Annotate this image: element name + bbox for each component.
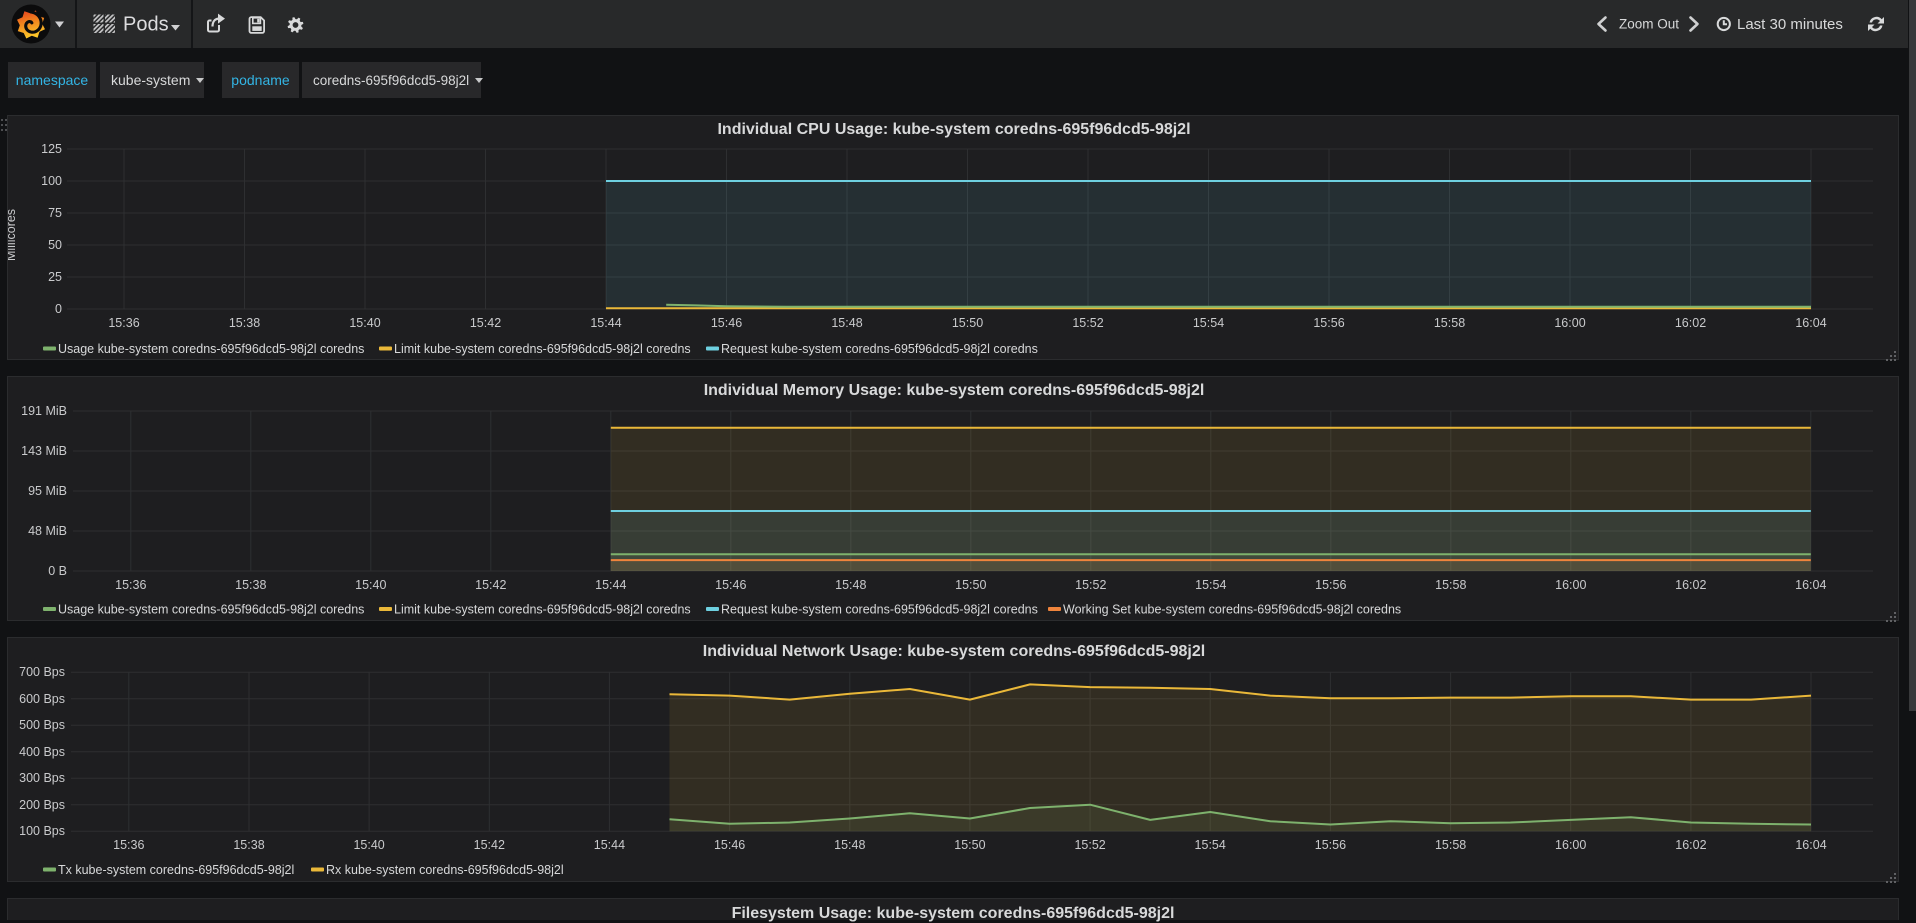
svg-text:143 MiB: 143 MiB <box>21 444 67 458</box>
svg-text:15:56: 15:56 <box>1315 838 1346 852</box>
svg-text:16:04: 16:04 <box>1795 578 1826 592</box>
svg-text:15:38: 15:38 <box>233 838 264 852</box>
svg-text:15:50: 15:50 <box>954 838 985 852</box>
svg-text:0 B: 0 B <box>48 564 67 578</box>
svg-text:15:56: 15:56 <box>1315 578 1346 592</box>
svg-text:Individual Memory Usage: kube-: Individual Memory Usage: kube-system cor… <box>704 382 1205 399</box>
svg-text:Tx kube-system coredns-695f96d: Tx kube-system coredns-695f96dcd5-98j2l <box>58 863 294 877</box>
svg-text:16:02: 16:02 <box>1675 316 1706 330</box>
svg-text:Working Set kube-system coredn: Working Set kube-system coredns-695f96dc… <box>1063 603 1401 617</box>
svg-text:15:44: 15:44 <box>595 578 626 592</box>
svg-text:15:38: 15:38 <box>229 316 260 330</box>
svg-text:15:38: 15:38 <box>235 578 266 592</box>
svg-text:16:00: 16:00 <box>1555 838 1586 852</box>
svg-text:600 Bps: 600 Bps <box>19 692 65 706</box>
svg-text:Limit kube-system coredns-695f: Limit kube-system coredns-695f96dcd5-98j… <box>394 342 691 356</box>
svg-text:15:58: 15:58 <box>1435 838 1466 852</box>
svg-text:15:40: 15:40 <box>355 578 386 592</box>
svg-text:Request kube-system coredns-69: Request kube-system coredns-695f96dcd5-9… <box>721 342 1038 356</box>
svg-text:100 Bps: 100 Bps <box>19 824 65 838</box>
svg-text:95 MiB: 95 MiB <box>28 484 67 498</box>
svg-text:15:50: 15:50 <box>952 316 983 330</box>
svg-text:15:46: 15:46 <box>711 316 742 330</box>
svg-text:191 MiB: 191 MiB <box>21 404 67 418</box>
svg-text:16:04: 16:04 <box>1795 316 1826 330</box>
svg-text:Millicores: Millicores <box>8 209 18 261</box>
svg-text:48 MiB: 48 MiB <box>28 524 67 538</box>
svg-text:15:36: 15:36 <box>108 316 139 330</box>
svg-text:15:40: 15:40 <box>353 838 384 852</box>
svg-text:15:46: 15:46 <box>715 578 746 592</box>
svg-text:75: 75 <box>48 206 62 220</box>
svg-text:15:48: 15:48 <box>835 578 866 592</box>
svg-text:Individual CPU Usage: kube-sys: Individual CPU Usage: kube-system coredn… <box>717 121 1190 138</box>
svg-text:16:00: 16:00 <box>1554 316 1585 330</box>
svg-text:15:56: 15:56 <box>1313 316 1344 330</box>
svg-text:15:52: 15:52 <box>1072 316 1103 330</box>
svg-text:16:00: 16:00 <box>1555 578 1586 592</box>
svg-text:400 Bps: 400 Bps <box>19 745 65 759</box>
svg-text:Usage kube-system coredns-695f: Usage kube-system coredns-695f96dcd5-98j… <box>58 603 364 617</box>
svg-text:15:44: 15:44 <box>594 838 625 852</box>
svg-text:Last 30 minutes: Last 30 minutes <box>1737 16 1843 33</box>
svg-text:15:52: 15:52 <box>1074 838 1105 852</box>
svg-text:15:46: 15:46 <box>714 838 745 852</box>
svg-text:Zoom Out: Zoom Out <box>1619 17 1679 32</box>
svg-text:16:02: 16:02 <box>1675 578 1706 592</box>
svg-text:15:42: 15:42 <box>470 316 501 330</box>
svg-text:Request kube-system coredns-69: Request kube-system coredns-695f96dcd5-9… <box>721 603 1038 617</box>
svg-text:500 Bps: 500 Bps <box>19 718 65 732</box>
svg-text:16:02: 16:02 <box>1675 838 1706 852</box>
svg-text:15:42: 15:42 <box>475 578 506 592</box>
svg-text:15:58: 15:58 <box>1435 578 1466 592</box>
svg-text:15:54: 15:54 <box>1193 316 1224 330</box>
svg-text:15:42: 15:42 <box>474 838 505 852</box>
svg-text:15:48: 15:48 <box>831 316 862 330</box>
svg-text:Pods: Pods <box>123 14 169 36</box>
svg-text:15:54: 15:54 <box>1195 578 1226 592</box>
svg-text:15:40: 15:40 <box>349 316 380 330</box>
svg-text:125: 125 <box>41 142 62 156</box>
svg-text:25: 25 <box>48 270 62 284</box>
svg-text:0: 0 <box>55 302 62 316</box>
svg-text:15:52: 15:52 <box>1075 578 1106 592</box>
svg-text:Usage kube-system coredns-695f: Usage kube-system coredns-695f96dcd5-98j… <box>58 342 364 356</box>
svg-text:700 Bps: 700 Bps <box>19 665 65 679</box>
svg-text:15:58: 15:58 <box>1434 316 1465 330</box>
svg-text:100: 100 <box>41 174 62 188</box>
svg-text:15:44: 15:44 <box>590 316 621 330</box>
svg-text:200 Bps: 200 Bps <box>19 798 65 812</box>
svg-text:15:48: 15:48 <box>834 838 865 852</box>
svg-text:Individual Network Usage: kube: Individual Network Usage: kube-system co… <box>703 643 1205 660</box>
svg-text:15:50: 15:50 <box>955 578 986 592</box>
svg-text:Rx kube-system coredns-695f96d: Rx kube-system coredns-695f96dcd5-98j2l <box>326 863 564 877</box>
svg-text:50: 50 <box>48 238 62 252</box>
svg-text:15:36: 15:36 <box>113 838 144 852</box>
svg-text:Limit kube-system coredns-695f: Limit kube-system coredns-695f96dcd5-98j… <box>394 603 691 617</box>
svg-text:15:54: 15:54 <box>1195 838 1226 852</box>
svg-text:15:36: 15:36 <box>115 578 146 592</box>
svg-text:300 Bps: 300 Bps <box>19 771 65 785</box>
svg-text:16:04: 16:04 <box>1795 838 1826 852</box>
